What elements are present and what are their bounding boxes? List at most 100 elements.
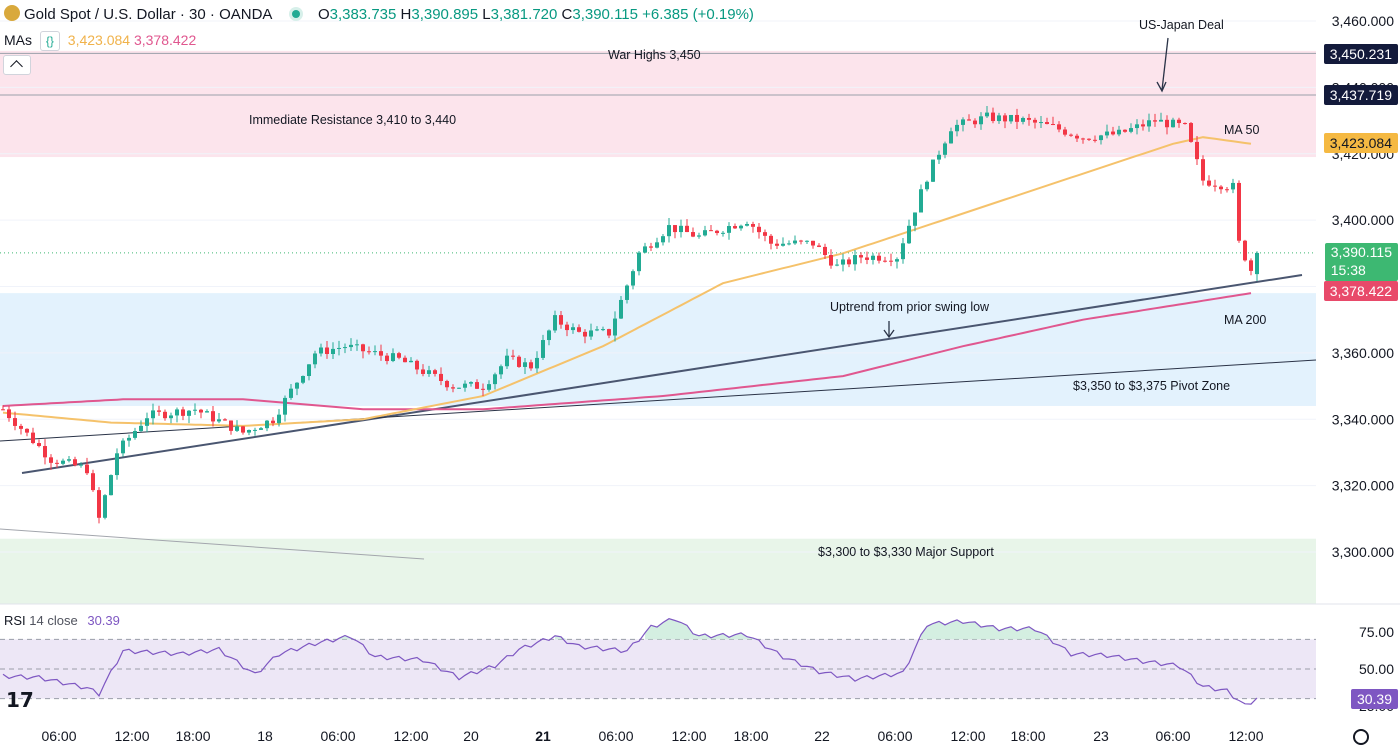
price-axis-label: 3,360.000 (1332, 345, 1394, 361)
rsi-params: 14 close (29, 613, 78, 628)
time-axis-label: 12:00 (114, 728, 149, 744)
time-axis-label: 23 (1093, 728, 1109, 744)
time-axis-label: 06:00 (320, 728, 355, 744)
candle-body (109, 475, 113, 496)
pivot-zone-label: $3,350 to $3,375 Pivot Zone (1073, 379, 1230, 393)
tradingview-logo-icon[interactable]: 17 (6, 688, 34, 712)
candle-body (445, 380, 449, 388)
ma50-legend-value: 3,423.084 (67, 32, 131, 48)
candle-body (805, 240, 809, 242)
code-braces-icon[interactable]: {} (39, 31, 60, 51)
rsi-legend[interactable]: RSI 14 close 30.39 (4, 613, 120, 628)
candle-body (103, 495, 107, 518)
candle-body (31, 432, 35, 444)
low-label: L (482, 6, 491, 23)
candle-body (379, 351, 383, 356)
candle-body (1, 409, 5, 411)
candle-body (1087, 138, 1091, 140)
candle-body (415, 360, 419, 370)
support-zone (0, 538, 1316, 604)
candle-body (145, 418, 149, 426)
candle-body (469, 382, 473, 384)
immediate-resistance-label: Immediate Resistance 3,410 to 3,440 (249, 113, 456, 127)
high-value: 3,390.895 (411, 6, 479, 23)
change-value: +6.385 (+0.19%) (642, 6, 754, 23)
candle-body (361, 344, 365, 352)
candle-body (601, 329, 605, 331)
rsi-label: RSI (4, 613, 26, 628)
candle-body (85, 464, 89, 474)
candle-body (637, 252, 641, 272)
candle-body (529, 362, 533, 369)
candle-body (247, 429, 251, 433)
time-axis-label: 18:00 (175, 728, 210, 744)
us-japan-arrow (1161, 37, 1169, 91)
ma200-line (2, 292, 1252, 411)
candle-body (871, 255, 875, 260)
resistance-zone (0, 50, 1316, 158)
candle-body (175, 409, 179, 416)
candle-body (193, 409, 197, 411)
candle-body (835, 264, 839, 266)
ma200-label: MA 200 (1224, 313, 1266, 327)
candle-body (1171, 119, 1175, 128)
symbol-title[interactable]: Gold Spot / U.S. Dollar · 30 · OANDA (24, 6, 272, 23)
candle-body (1207, 180, 1211, 186)
candle-body (355, 344, 359, 346)
candle-body (463, 383, 467, 388)
candle-body (655, 242, 659, 248)
candle-body (925, 181, 929, 190)
candle-body (949, 131, 953, 144)
candle-body (877, 255, 881, 261)
candle-body (841, 259, 845, 265)
candle-body (373, 351, 377, 353)
candle-body (1045, 122, 1049, 125)
candle-body (1105, 131, 1109, 136)
candle-body (1249, 260, 1253, 271)
candle-body (751, 223, 755, 227)
candle-body (505, 355, 509, 367)
candle-body (187, 410, 191, 416)
candle-body (13, 418, 17, 426)
candle-body (931, 159, 935, 182)
candle-body (253, 429, 257, 431)
candle-body (679, 225, 683, 233)
candle-body (517, 356, 521, 367)
candle-body (265, 420, 269, 429)
settings-gear-icon[interactable] (1353, 729, 1369, 745)
candle-body (127, 437, 131, 441)
candle-body (1201, 159, 1205, 181)
candle-body (1135, 124, 1139, 129)
candle-body (775, 243, 779, 246)
time-axis-label: 21 (535, 728, 551, 744)
price-axis-label: 3,340.000 (1332, 411, 1394, 427)
price-axis-label: 3,300.000 (1332, 544, 1394, 560)
candle-body (1069, 134, 1073, 136)
candle-body (73, 459, 77, 466)
candle-body (1225, 189, 1229, 191)
candle-body (1075, 135, 1079, 139)
candle-body (169, 415, 173, 419)
candle-body (1177, 119, 1181, 124)
candle-body (799, 240, 803, 242)
candle-body (745, 223, 749, 226)
uptrend-arrowhead-icon (883, 329, 895, 339)
candle-body (289, 388, 293, 398)
candle-body (613, 318, 617, 336)
candle-body (535, 357, 539, 369)
candle-body (1123, 129, 1127, 132)
candle-body (451, 387, 455, 389)
collapse-legend-button[interactable] (3, 55, 31, 75)
candle-body (1237, 182, 1241, 241)
candle-body (1141, 124, 1145, 127)
uptrend-label: Uptrend from prior swing low (830, 300, 990, 314)
candle-body (943, 143, 947, 155)
time-axis-label: 18:00 (1010, 728, 1045, 744)
time-axis-label: 06:00 (598, 728, 633, 744)
major-support-label: $3,300 to $3,330 Major Support (818, 545, 994, 559)
candle-body (61, 460, 65, 464)
ma200-price-tag: 3,378.422 (1323, 281, 1398, 301)
candle-body (595, 329, 599, 331)
ma-legend[interactable]: MAs {} 3,423.084 3,378.422 (4, 31, 196, 51)
